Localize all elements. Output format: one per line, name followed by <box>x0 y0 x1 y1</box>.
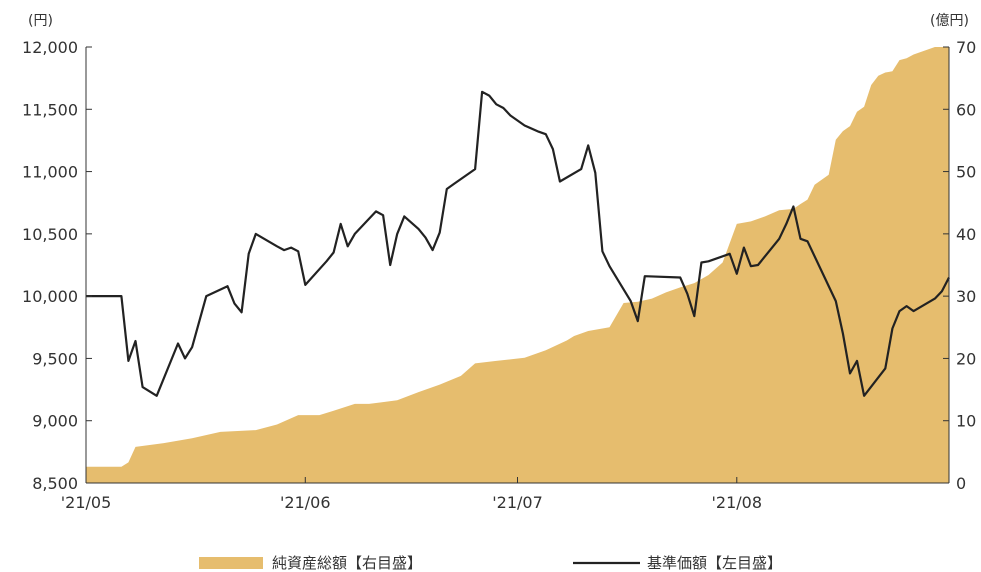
left-tick-label: 10,500 <box>22 225 78 244</box>
right-tick-label: 50 <box>956 163 976 182</box>
x-ticks: '21/05 '21/06 '21/07 '21/08 <box>61 477 762 512</box>
right-ticks: 0 10 20 30 40 50 60 70 <box>943 38 976 493</box>
right-tick-label: 30 <box>956 287 976 306</box>
left-axis-unit: (円) <box>28 13 53 29</box>
left-tick-label: 11,000 <box>22 163 78 182</box>
right-tick-label: 70 <box>956 38 976 57</box>
right-tick-label: 60 <box>956 100 976 119</box>
legend-area-swatch <box>199 557 263 569</box>
left-tick-label: 9,500 <box>32 349 78 368</box>
legend-line-label: 基準価額【左目盛】 <box>647 554 782 572</box>
right-tick-label: 40 <box>956 225 976 244</box>
legend-area-label: 純資産総額【右目盛】 <box>272 554 422 572</box>
x-tick-label: '21/06 <box>280 493 331 512</box>
left-tick-label: 11,500 <box>22 100 78 119</box>
x-tick-label: '21/07 <box>492 493 543 512</box>
right-tick-label: 0 <box>956 474 966 493</box>
legend: 純資産総額【右目盛】 基準価額【左目盛】 <box>199 554 782 572</box>
area-layer <box>86 47 949 483</box>
left-tick-label: 10,000 <box>22 287 78 306</box>
nav-line <box>86 90 950 397</box>
axes: 8,500 9,000 9,500 10,000 10,500 11,000 11,500 1… <box>22 13 976 512</box>
right-tick-label: 20 <box>956 349 976 368</box>
left-ticks: 8,500 9,000 9,500 10,000 10,500 11,000 11,500 1… <box>22 38 92 493</box>
left-tick-label: 8,500 <box>32 474 78 493</box>
right-axis-unit: (億円) <box>930 13 969 29</box>
left-tick-label: 9,000 <box>32 412 78 431</box>
right-tick-label: 10 <box>956 412 976 431</box>
x-tick-label: '21/05 <box>61 493 112 512</box>
left-tick-label: 12,000 <box>22 38 78 57</box>
line-layer <box>86 90 950 397</box>
x-tick-label: '21/08 <box>712 493 763 512</box>
net-assets-area <box>86 47 949 483</box>
